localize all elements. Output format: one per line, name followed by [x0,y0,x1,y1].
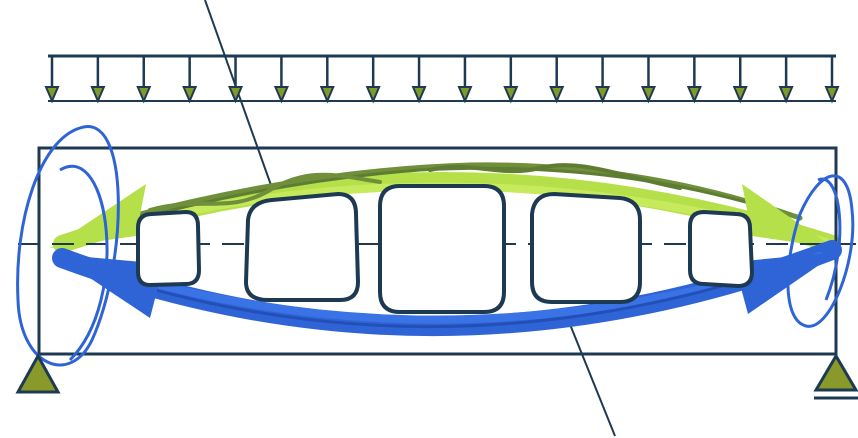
load-arrow [273,56,289,104]
openings [136,184,755,314]
tension-arrowhead-right [734,252,838,314]
load-arrow [503,56,519,104]
opening-small-right [688,209,755,289]
compression-arrowhead-right [742,184,834,248]
load-arrow [640,56,656,104]
load-arrow [319,56,335,104]
load-arrow [44,56,60,104]
load-arrow [457,56,473,104]
load-arrow [182,56,198,104]
compression-arrowhead-left [50,184,146,248]
opening-small-left [136,209,202,288]
support-right [813,353,858,400]
load-arrow [595,56,611,104]
load-arrow [549,56,565,104]
leader-line-bottom [564,311,616,437]
opening-large-left [243,191,361,302]
load-arrow [365,56,381,104]
opening-center [378,184,506,314]
opening-large-right [530,191,642,304]
load-arrow [228,56,244,104]
load-arrow [778,56,794,104]
load-arrows [44,56,840,104]
load-arrow [732,56,748,104]
load-arrow [686,56,702,104]
load-arrow [90,56,106,104]
support-loops [16,125,855,367]
load-arrow [411,56,427,104]
distributed-load [44,54,840,104]
load-arrow [824,56,840,104]
load-arrow [136,56,152,104]
support-left [15,352,61,394]
